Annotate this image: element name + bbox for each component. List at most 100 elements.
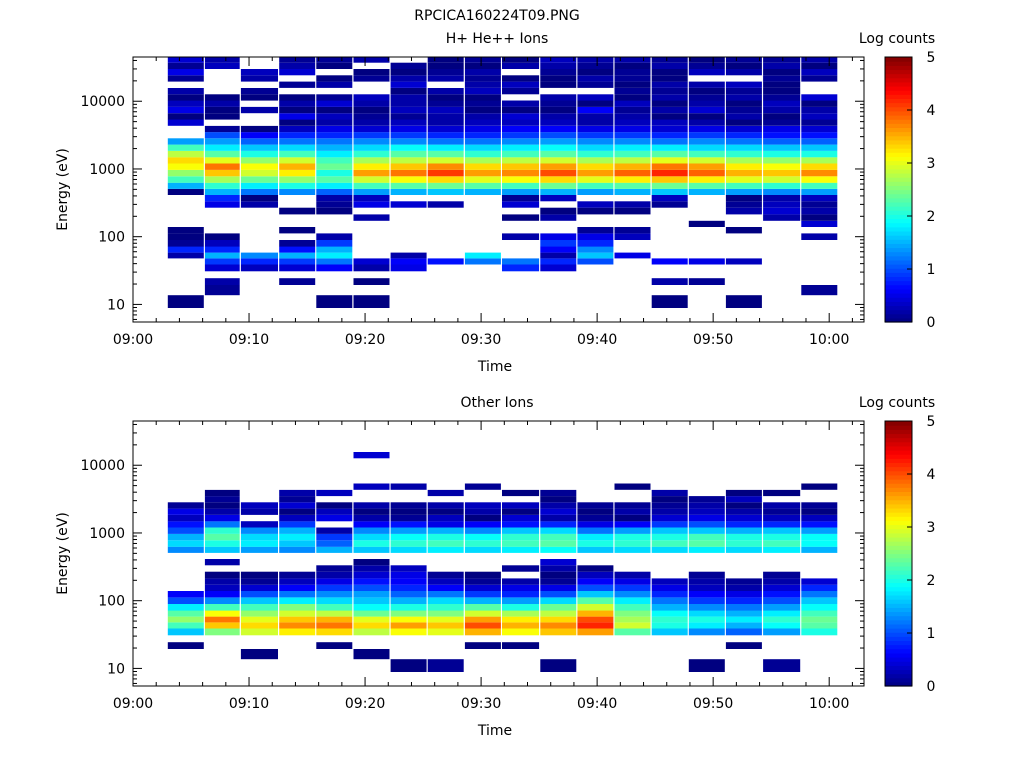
colorbar-segment [885, 599, 912, 604]
heatmap-cell [763, 195, 801, 202]
heatmap-cell [353, 584, 390, 591]
heatmap-cell [204, 521, 240, 528]
heatmap-cell [464, 483, 501, 490]
heatmap-cell [540, 591, 577, 598]
heatmap-cell [502, 106, 540, 114]
heatmap-cell [390, 264, 427, 272]
heatmap-cell [688, 622, 725, 629]
heatmap-cell [540, 207, 577, 215]
heatmap-cell [651, 622, 688, 629]
heatmap-cell [279, 151, 316, 158]
heatmap-cell [279, 264, 316, 272]
heatmap-cell [204, 508, 240, 515]
heatmap-cell [240, 264, 278, 272]
heatmap-cell [502, 604, 540, 611]
colorbar-segment [885, 305, 912, 311]
heatmap-cell [763, 622, 801, 629]
heatmap-cell [540, 610, 577, 617]
heatmap-cell [167, 591, 204, 598]
heatmap-cell [464, 113, 501, 120]
heatmap-cell [167, 533, 204, 541]
heatmap-cell [502, 628, 540, 636]
heatmap-cell [464, 88, 501, 95]
heatmap-cell [801, 176, 838, 183]
heatmap-cell [167, 138, 204, 145]
heatmap-cell [651, 502, 688, 509]
heatmap-cell [427, 533, 464, 541]
heatmap-cell [353, 125, 390, 133]
colorbar-tick-label: 1 [927, 626, 936, 642]
heatmap-cell [464, 258, 501, 265]
heatmap-cell [502, 182, 540, 189]
heatmap-cell [577, 62, 614, 69]
heatmap-cell [390, 508, 427, 515]
heatmap-cell [167, 604, 204, 611]
heatmap-cell [614, 144, 651, 151]
heatmap-cell [801, 94, 838, 101]
heatmap-cell [240, 75, 278, 82]
heatmap-cell [316, 138, 353, 145]
colorbar-segment [885, 98, 912, 104]
heatmap-cell [502, 157, 540, 164]
heatmap-cell [316, 169, 353, 177]
heatmap-cell [240, 578, 278, 585]
heatmap-cell [240, 527, 278, 534]
heatmap-cell [763, 138, 801, 145]
heatmap-cell [763, 57, 801, 63]
heatmap-cell [614, 106, 651, 114]
heatmap-cell [502, 578, 540, 585]
heatmap-cell [279, 132, 316, 139]
heatmap-cell [801, 144, 838, 151]
heatmap-cell [651, 69, 688, 76]
heatmap-cell [353, 214, 390, 221]
heatmap-cell [540, 100, 577, 107]
heatmap-cell [688, 94, 725, 101]
heatmap-cell [390, 610, 427, 617]
heatmap-cell [316, 81, 353, 88]
heatmap-cell [279, 616, 316, 623]
heatmap-cell [427, 489, 464, 497]
heatmap-cell [279, 622, 316, 629]
heatmap-cell [204, 285, 240, 296]
heatmap-cell [204, 616, 240, 623]
heatmap-cell [167, 233, 204, 240]
heatmap-cell [167, 188, 204, 195]
colorbar-segment [885, 570, 912, 575]
heatmap-cell [763, 533, 801, 541]
heatmap-cell [427, 88, 464, 95]
colorbar-segment [885, 503, 912, 509]
colorbar-segment [885, 677, 912, 683]
heatmap-cell [577, 502, 614, 509]
colorbar-segment [885, 520, 912, 526]
heatmap-cell [651, 295, 688, 308]
heatmap-cell [801, 540, 838, 547]
heatmap-cell [167, 240, 204, 247]
colorbar-segment [885, 512, 912, 517]
heatmap-cell [316, 195, 353, 202]
heatmap-cell [427, 75, 464, 82]
heatmap-cell [204, 597, 240, 604]
heatmap-cell [614, 138, 651, 145]
colorbar-segment [885, 665, 912, 671]
heatmap-cell [316, 533, 353, 541]
heatmap-cell [353, 278, 390, 285]
heatmap-cell [167, 521, 204, 528]
heatmap-cell [240, 649, 278, 660]
heatmap-cell [427, 157, 464, 164]
heatmap-cell [577, 163, 614, 170]
heatmap-cell [502, 113, 540, 120]
colorbar-segment [885, 181, 912, 186]
heatmap-cell [614, 151, 651, 158]
heatmap-cell [801, 163, 838, 170]
heatmap-cell [167, 169, 204, 177]
colorbar-segment [885, 206, 912, 211]
heatmap-cell [688, 597, 725, 604]
heatmap-cell [427, 113, 464, 120]
heatmap-cell [763, 578, 801, 585]
heatmap-cell [502, 565, 540, 572]
heatmap-cell [204, 604, 240, 611]
heatmap-cell [279, 508, 316, 515]
colorbar: 0 1 2 3 4 5 [884, 50, 936, 331]
heatmap-cell [167, 527, 204, 534]
heatmap-cell [464, 252, 501, 259]
